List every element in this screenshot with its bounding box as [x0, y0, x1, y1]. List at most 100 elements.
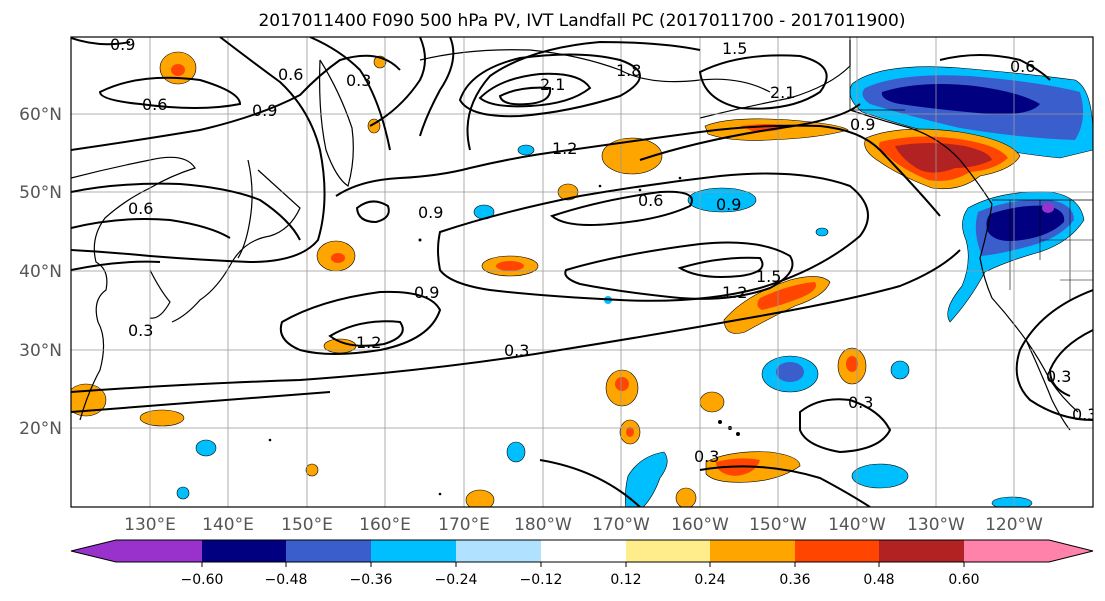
contour-line: [799, 398, 892, 454]
longitude-labels: 130°E 140°E 150°E 160°E 170°E 180°W 170°…: [124, 515, 1043, 535]
figure-title: 2017011400 F090 500 hPa PV, IVT Landfall…: [258, 11, 905, 31]
colorbar-tick-label: −0.24: [435, 572, 478, 588]
colorbar-tick-label: 0.24: [694, 572, 725, 588]
contour-line: [1015, 289, 1093, 421]
colorbar-tick-label: 0.60: [948, 572, 979, 588]
lat-label: 40°N: [19, 262, 62, 282]
coastline-us-west: [979, 203, 1079, 413]
colorbar-segment: [795, 540, 879, 562]
negative-blob: [517, 144, 535, 156]
contour-label: 0.3: [848, 393, 873, 412]
contour-label: 0.9: [850, 115, 875, 134]
positive-blob-core: [496, 261, 524, 271]
contour-line: [437, 172, 869, 302]
contour-line: [355, 200, 390, 224]
lon-label: 120°W: [985, 515, 1043, 535]
colorbar-ticks: [201, 562, 965, 567]
contour-line: [419, 37, 455, 137]
contour-label: 0.3: [694, 447, 719, 466]
lat-label: 20°N: [19, 419, 62, 439]
lat-label: 30°N: [19, 341, 62, 361]
negative-anomaly-gulf-alaska-core: [881, 84, 1040, 115]
contour-label: 1.5: [756, 267, 781, 286]
colorbar-segment: [286, 540, 371, 562]
colorbar-tick-label: −0.36: [350, 572, 393, 588]
positive-blob: [699, 391, 725, 413]
contour-label: 1.2: [356, 333, 381, 352]
negative-blob: [815, 227, 829, 237]
contour-line: [1048, 329, 1093, 397]
contour-label: 0.3: [1046, 367, 1071, 386]
contour-label: 0.9: [252, 101, 277, 120]
gridlines: [71, 37, 1093, 507]
contour-line: [71, 182, 301, 241]
contour-label: 2.1: [770, 83, 795, 102]
contour-line: [550, 190, 693, 226]
positive-blob: [675, 487, 697, 507]
contour-label: 0.9: [716, 195, 741, 214]
negative-blob-core: [776, 362, 804, 382]
contour-label: 0.9: [110, 35, 135, 54]
contour-line: [466, 40, 701, 151]
coastline-asia: [71, 156, 196, 421]
contour-label: 0.9: [414, 283, 439, 302]
strong-negative-core: [1042, 203, 1054, 213]
contour-line: [539, 459, 641, 507]
state-borders: [1009, 200, 1093, 300]
colorbar-extend-min: [71, 540, 116, 562]
lon-label: 140°W: [828, 515, 886, 535]
colorbar-tick-label: −0.48: [265, 572, 308, 588]
contour-line: [458, 53, 641, 118]
positive-blob: [601, 137, 663, 175]
contour-line: [71, 249, 961, 393]
positive-blob-core: [846, 356, 858, 372]
contour-line: [71, 54, 401, 151]
coastline-alaska: [699, 40, 851, 119]
pv-contours: [71, 37, 1093, 507]
lon-label: 170°W: [592, 515, 650, 535]
map-frame: [70, 36, 1094, 508]
negative-blob: [890, 360, 910, 380]
map-panel: 0.9 0.6 0.3 0.6 0.9 2.1 1.8 1.5 2.1 0.6 …: [70, 35, 1097, 508]
contour-label: 0.3: [346, 71, 371, 90]
coastline-japan: [171, 169, 301, 323]
coastlines: [71, 37, 1093, 431]
positive-anomaly-pacific-northwest-core: [895, 143, 992, 173]
lon-label: 180°W: [514, 515, 572, 535]
contour-line: [677, 256, 764, 278]
contour-label: 0.9: [418, 203, 443, 222]
colorbar-outline: [70, 539, 1094, 563]
lat-label: 60°N: [19, 105, 62, 125]
lon-label: 160°E: [359, 515, 411, 535]
pv-anomaly-shading: [71, 51, 1093, 507]
contour-label: 0.3: [1072, 405, 1097, 424]
contour-line: [369, 37, 426, 127]
colorbar: −0.60 −0.48 −0.36 −0.24 −0.12 0.12 0.24 …: [70, 539, 1094, 588]
contour-line: [71, 37, 131, 46]
colorbar-segment: [116, 540, 202, 562]
contour-line: [699, 465, 871, 507]
negative-blob: [176, 486, 190, 500]
negative-blob: [506, 441, 526, 463]
positive-anomaly-central-pacific-core: [757, 282, 816, 310]
colorbar-segment: [710, 540, 795, 562]
contour-label: 1.8: [616, 61, 641, 80]
lon-label: 140°E: [202, 515, 254, 535]
negative-blob: [991, 496, 1033, 507]
positive-blob-core: [331, 253, 345, 263]
colorbar-segment: [202, 540, 286, 562]
negative-blob: [851, 463, 909, 489]
contour-line: [71, 391, 331, 413]
positive-blob: [465, 489, 495, 507]
negative-anomaly-south: [625, 451, 668, 507]
coastline-baja: [1025, 339, 1071, 431]
lon-label: 130°E: [124, 515, 176, 535]
positive-blob-core: [171, 64, 185, 76]
positive-blob: [305, 463, 319, 477]
contour-line: [328, 320, 404, 347]
contour-label: 0.3: [504, 341, 529, 360]
contour-line: [564, 241, 794, 300]
contour-line: [498, 86, 552, 106]
contour-labels: 0.9 0.6 0.3 0.6 0.9 2.1 1.8 1.5 2.1 0.6 …: [110, 35, 1097, 466]
